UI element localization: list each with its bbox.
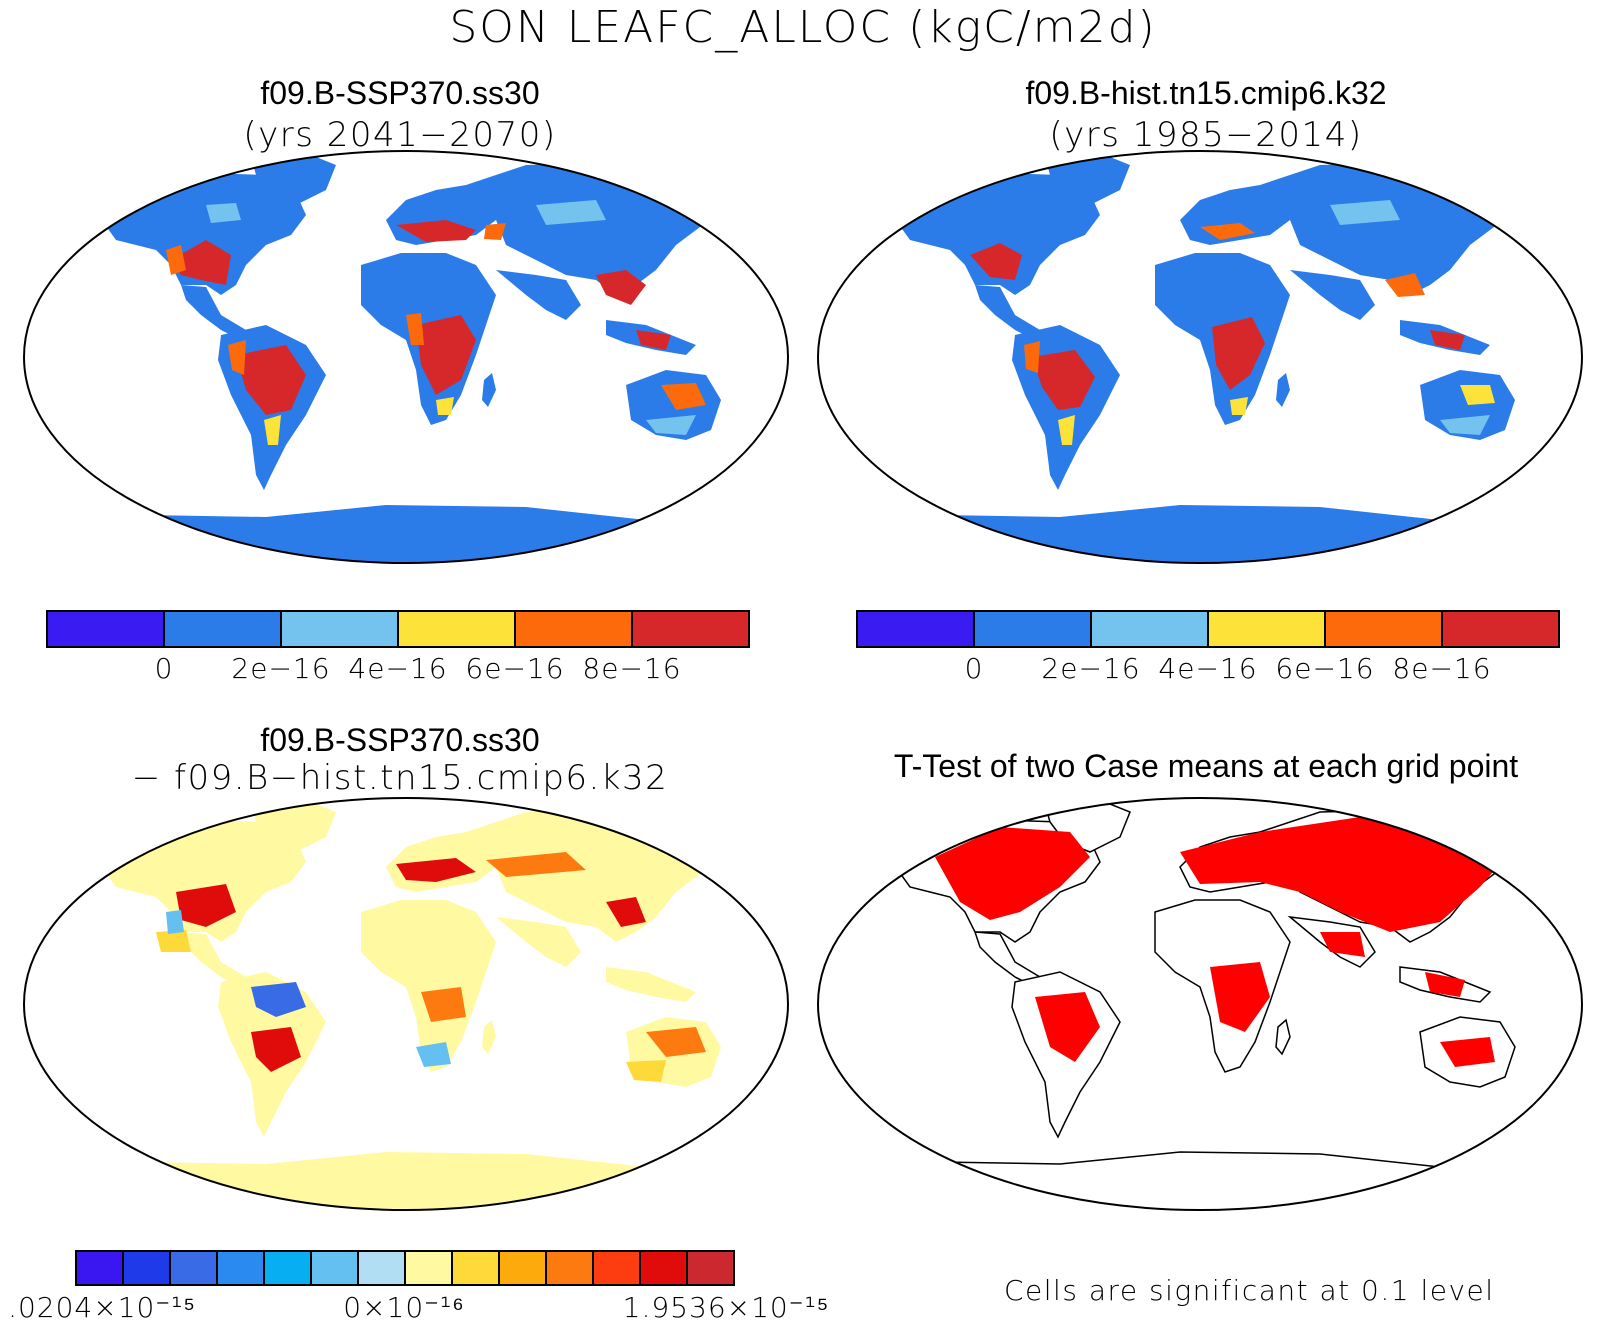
map-top-left	[23, 150, 789, 564]
colorbar-swatch	[594, 1252, 641, 1284]
colorbar-swatch	[1326, 612, 1443, 646]
colorbar-top-right	[856, 610, 1560, 648]
colorbar-swatch	[48, 612, 165, 646]
colorbar-swatch	[165, 612, 282, 646]
map-top-right	[817, 150, 1583, 564]
colorbar-swatch	[171, 1252, 218, 1284]
colorbar-swatch	[282, 612, 399, 646]
panel-subtitle-top-right: (yrs 1985−2014)	[1049, 115, 1363, 155]
colorbar-tick-label: 0×10⁻¹⁶	[343, 1291, 465, 1324]
colorbar-tick-label: 8e−16	[1392, 652, 1492, 685]
colorbar-swatch	[77, 1252, 124, 1284]
colorbar-tick-label: 1.9536×10⁻¹⁵	[622, 1291, 830, 1324]
colorbar-swatch	[1092, 612, 1209, 646]
panel-title-top-right: f09.B-hist.tn15.cmip6.k32	[1025, 75, 1387, 111]
colorbar-swatch	[453, 1252, 500, 1284]
colorbar-tick-label: 6e−16	[1275, 652, 1375, 685]
colorbar-swatch	[406, 1252, 453, 1284]
colorbar-swatch	[1443, 612, 1558, 646]
colorbar-swatch	[641, 1252, 688, 1284]
colorbar-swatch	[399, 612, 516, 646]
colorbar-tick-label: 8e−16	[582, 652, 682, 685]
colorbar-swatch	[359, 1252, 406, 1284]
colorbar-bottom-left	[75, 1250, 735, 1286]
colorbar-swatch	[124, 1252, 171, 1284]
colorbar-tick-label: 2e−16	[231, 652, 331, 685]
colorbar-swatch	[1209, 612, 1326, 646]
colorbar-tick-label: 0	[154, 652, 174, 685]
panel-subtitle-bottom-left: − f09.B−hist.tn15.cmip6.k32	[131, 758, 669, 798]
colorbar-swatch	[688, 1252, 733, 1284]
figure-title: SON LEAFC_ALLOC (kgC/m2d)	[449, 2, 1157, 53]
colorbar-swatch	[975, 612, 1092, 646]
colorbar-swatch	[858, 612, 975, 646]
colorbar-tick-label: 6e−16	[465, 652, 565, 685]
colorbar-tick-label: 4e−16	[348, 652, 448, 685]
colorbar-swatch	[265, 1252, 312, 1284]
colorbar-tick-label: 4e−16	[1158, 652, 1258, 685]
colorbar-swatch	[218, 1252, 265, 1284]
colorbar-tick-label: 0	[964, 652, 984, 685]
colorbar-swatch	[500, 1252, 547, 1284]
colorbar-swatch	[547, 1252, 594, 1284]
panel-title-top-left: f09.B-SSP370.ss30	[260, 75, 540, 111]
colorbar-tick-label: .0204×10⁻¹⁵	[8, 1291, 196, 1324]
colorbar-top-left	[46, 610, 750, 648]
panel-title-bottom-right: T-Test of two Case means at each grid po…	[893, 748, 1519, 784]
colorbar-swatch	[516, 612, 633, 646]
panel-subtitle-top-left: (yrs 2041−2070)	[243, 115, 557, 155]
map-bottom-left	[23, 797, 789, 1211]
panel-title-bottom-left: f09.B-SSP370.ss30	[260, 722, 540, 758]
colorbar-tick-label: 2e−16	[1041, 652, 1141, 685]
map-bottom-right	[817, 797, 1583, 1211]
colorbar-swatch	[633, 612, 748, 646]
significance-note: Cells are significant at 0.1 level	[1004, 1274, 1495, 1307]
colorbar-swatch	[312, 1252, 359, 1284]
